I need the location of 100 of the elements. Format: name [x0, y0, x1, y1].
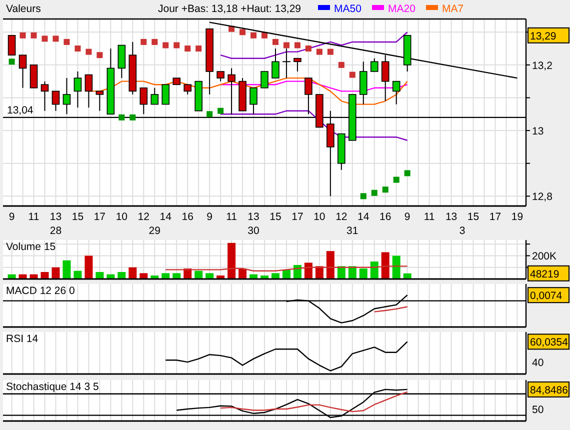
bar: [194, 270, 203, 279]
point: [316, 48, 322, 55]
chart-title: Volume 15: [6, 241, 56, 253]
bar: [392, 256, 400, 279]
point: [184, 46, 191, 52]
text: 60,0354: [530, 336, 568, 349]
bar: [304, 262, 312, 279]
candlestick: [260, 71, 268, 88]
bar: [370, 262, 378, 279]
x-tick-label: 14: [160, 211, 172, 223]
text: 3: [459, 225, 466, 237]
point: [262, 32, 268, 38]
point: [86, 48, 92, 55]
chart-title: RSI 14: [6, 333, 38, 345]
point: [338, 62, 344, 68]
x-tick-label: 16: [182, 211, 194, 223]
y-tick-label: 200K: [532, 250, 557, 263]
x-tick-label: 17: [94, 211, 106, 223]
candlestick: [162, 84, 170, 105]
point: [174, 42, 180, 48]
point: [162, 42, 169, 48]
candlestick: [304, 78, 312, 115]
point: [8, 58, 15, 65]
x-tick-label: 12: [138, 211, 150, 223]
bar: [162, 273, 170, 279]
text: 0,0074: [530, 290, 562, 302]
x-tick-label: 16: [380, 211, 392, 223]
candlestick: [118, 44, 126, 79]
candlestick: [52, 90, 60, 112]
point: [96, 52, 103, 58]
text: 50: [532, 404, 544, 416]
point: [206, 111, 213, 118]
bar: [62, 260, 71, 279]
bar: [74, 270, 82, 279]
point: [130, 114, 136, 120]
x-tick-label: 13: [50, 211, 62, 223]
chart-title: MACD 12 26 0: [6, 285, 76, 297]
x-tick-label: 11: [424, 211, 435, 223]
point: [118, 114, 125, 120]
point: [218, 108, 224, 114]
x-tick-label: 14: [358, 211, 370, 223]
bar: [96, 272, 104, 279]
bar: [52, 267, 60, 279]
bar: [172, 273, 181, 279]
bar: [315, 266, 324, 279]
chart-title: Stochastique 14 3 5: [6, 381, 99, 393]
candlestick: [140, 87, 148, 115]
bar: [128, 267, 137, 279]
candlestick: [40, 80, 49, 112]
point: [250, 32, 257, 38]
point: [382, 186, 388, 193]
bar: [337, 266, 346, 279]
point: [294, 42, 300, 48]
text: 29: [148, 225, 161, 237]
text: 30: [248, 225, 260, 237]
x-tick-label: 12: [336, 211, 348, 223]
bar: [206, 273, 214, 279]
point: [42, 36, 48, 42]
candlestick: [282, 48, 291, 79]
x-tick-label: 11: [28, 211, 40, 223]
point: [152, 38, 158, 45]
point: [327, 48, 334, 55]
candlestick: [392, 80, 400, 105]
x-tick-label: 13: [248, 211, 260, 223]
candlestick: [150, 87, 159, 105]
bar: [359, 268, 368, 279]
x-tick-label: 15: [270, 211, 282, 223]
point: [283, 42, 290, 48]
point: [196, 46, 202, 52]
bar: [40, 272, 49, 279]
text: 13,29: [530, 30, 556, 42]
x-tick-label: 10: [116, 211, 128, 223]
point: [74, 46, 81, 52]
y-tick-label: 12,8: [532, 191, 553, 204]
ref-line-label: 13,04: [7, 104, 34, 116]
point: [360, 193, 366, 200]
candlestick: [96, 90, 104, 112]
x-tick-label: 9: [206, 211, 213, 223]
point: [30, 32, 37, 38]
y-tick-label: 13: [532, 126, 544, 138]
x-tick-label: 10: [314, 211, 326, 223]
candlestick: [359, 61, 368, 105]
text: 48219: [530, 268, 560, 280]
chart-subtitle: Jour +Bas: 13,18 +Haut: 13,29: [158, 3, 302, 15]
candlestick: [84, 74, 93, 108]
x-tick-label: 17: [292, 211, 304, 223]
line-series: [220, 32, 408, 59]
bar: [326, 251, 334, 279]
x-tick-label: 15: [72, 211, 84, 223]
bar: [84, 256, 93, 279]
x-tick-label: 17: [489, 211, 502, 223]
candlestick: [184, 84, 192, 95]
candlestick: [18, 54, 27, 88]
bar: [271, 273, 280, 279]
bar: [381, 252, 390, 279]
bar: [228, 242, 236, 279]
point: [371, 190, 378, 196]
x-tick-label: 9: [8, 211, 15, 223]
candlestick: [294, 58, 302, 72]
chart-title: Valeurs: [6, 3, 41, 15]
